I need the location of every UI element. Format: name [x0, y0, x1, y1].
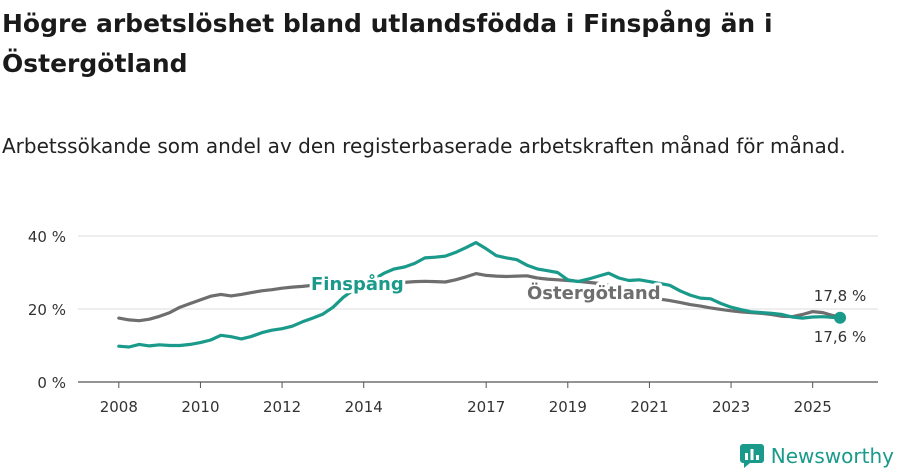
- chart-title: Högre arbetslöshet bland utlandsfödda i …: [2, 9, 773, 78]
- newsworthy-brand-name: Newsworthy: [770, 444, 894, 468]
- x-tick-label: 2014: [345, 398, 383, 416]
- x-tick-label: 2010: [181, 398, 219, 416]
- y-tick-label: 40 %: [28, 228, 66, 246]
- x-axis: 2008 2010 2012 2014 2017 2019 2021 2023 2025: [78, 381, 878, 416]
- series-label-ostergotland: Östergötland: [527, 282, 661, 304]
- y-tick-label: 0 %: [37, 374, 66, 392]
- x-tick-label: 2023: [712, 398, 750, 416]
- y-tick-label: 20 %: [28, 301, 66, 319]
- series-lines: [117, 241, 842, 349]
- x-tick-label: 2021: [630, 398, 668, 416]
- newsworthy-logo-icon: [739, 444, 764, 468]
- series-line-sterg-tland: [117, 272, 842, 323]
- series-end-marker-finspang: [834, 311, 847, 324]
- series-labels: Finspång Östergötland 17,8 % 17,6 %: [308, 270, 866, 346]
- x-tick-label: 2019: [549, 398, 587, 416]
- x-tick-label: 2012: [263, 398, 301, 416]
- series-label-finspang: Finspång: [311, 273, 404, 295]
- end-value-label-ostergotland: 17,8 %: [814, 287, 866, 305]
- x-tick-label: 2008: [100, 398, 138, 416]
- series-line-finsp-ng: [117, 241, 842, 349]
- x-tick-label: 2025: [794, 398, 832, 416]
- newsworthy-logo: Newsworthy: [739, 440, 894, 472]
- x-tick-label: 2017: [467, 398, 505, 416]
- y-axis-tick-labels: 0 % 20 % 40 %: [28, 228, 66, 392]
- chart-subtitle: Arbetssökande som andel av den registerb…: [2, 134, 846, 158]
- end-value-label-finspang: 17,6 %: [814, 328, 866, 346]
